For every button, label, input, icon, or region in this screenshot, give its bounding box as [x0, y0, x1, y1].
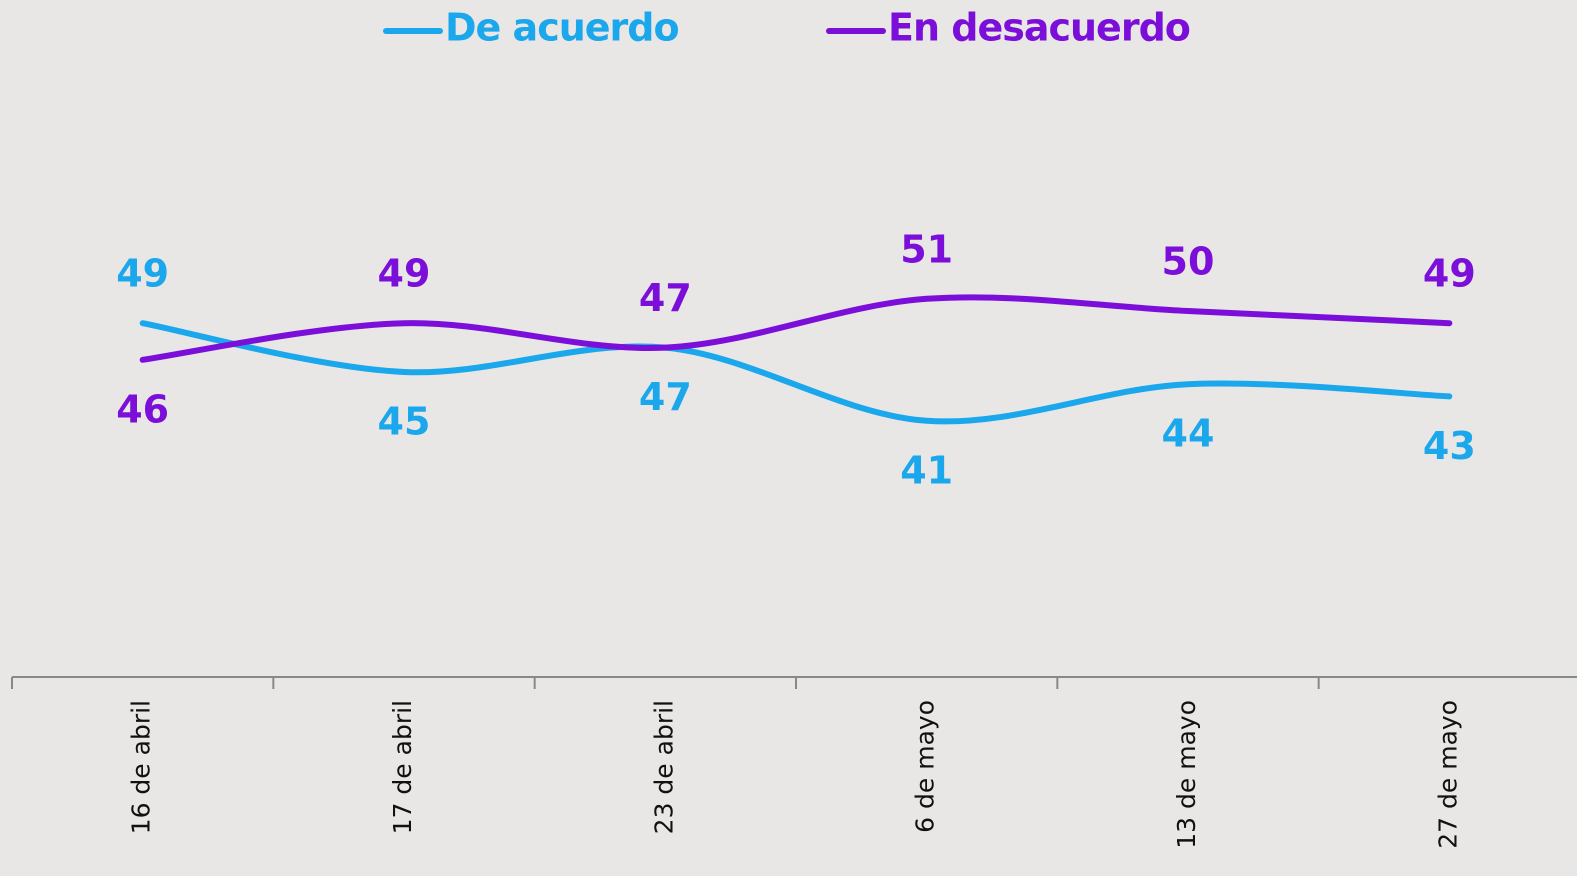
data-label: 47	[639, 375, 692, 419]
x-tick-label: 27 de mayo	[1433, 700, 1462, 849]
x-tick-label: 16 de abril	[127, 700, 156, 834]
x-tick-label: 6 de mayo	[911, 700, 940, 833]
x-tick-label: 13 de mayo	[1172, 700, 1201, 849]
legend-label: De acuerdo	[445, 6, 679, 50]
line	[139, 320, 1453, 425]
line	[139, 294, 1453, 363]
data-label: 49	[378, 252, 431, 296]
data-label: 44	[1162, 412, 1215, 456]
data-label: 47	[639, 276, 692, 320]
data-label: 45	[378, 400, 431, 444]
data-label: 50	[1162, 240, 1215, 284]
data-label: 41	[900, 448, 953, 492]
data-label: 49	[1423, 252, 1476, 296]
data-label: 43	[1423, 424, 1476, 468]
data-label: 46	[116, 387, 169, 431]
x-tick-label: 23 de abril	[649, 700, 678, 834]
legend-label: En desacuerdo	[888, 6, 1190, 50]
x-tick-label: 17 de abril	[388, 700, 417, 834]
data-label: 51	[900, 227, 953, 271]
data-label: 49	[116, 252, 169, 296]
